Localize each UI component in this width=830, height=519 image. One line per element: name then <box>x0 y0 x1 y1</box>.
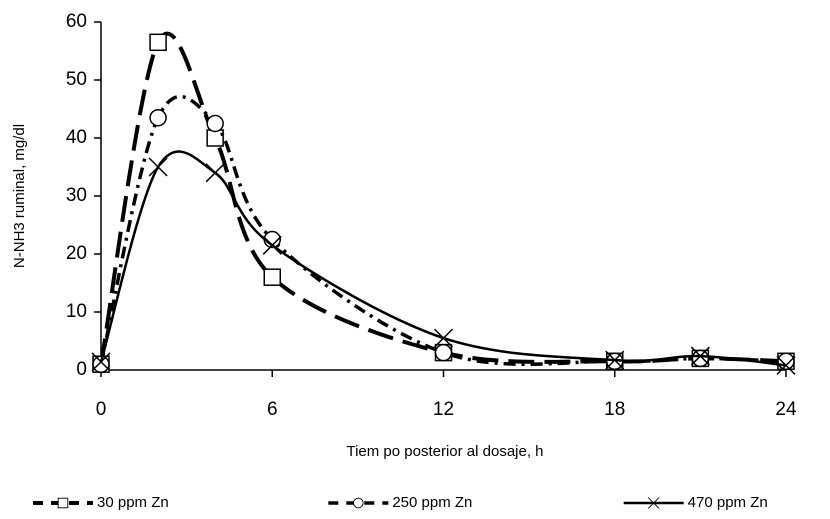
y-tick-label: 20 <box>66 243 87 264</box>
marker <box>263 268 281 286</box>
marker <box>777 352 795 371</box>
y-tick-label: 60 <box>66 11 87 32</box>
x-tick-label: 0 <box>96 399 107 420</box>
marker <box>691 349 710 368</box>
marker <box>205 163 225 183</box>
y-tick-label: 50 <box>66 69 87 90</box>
marker <box>776 355 796 375</box>
x-tick-label: 24 <box>775 399 797 420</box>
marker <box>433 328 454 348</box>
y-tick-label: 0 <box>76 359 87 380</box>
marker <box>149 108 167 127</box>
y-tick-label: 40 <box>66 127 87 148</box>
marker <box>690 346 710 366</box>
y-tick-label: 30 <box>66 185 87 206</box>
y-axis-label: N-NH3 ruminal, mg/dl <box>11 124 28 268</box>
marker <box>206 129 224 147</box>
x-tick-label: 12 <box>433 399 454 420</box>
legend-marker <box>57 497 69 509</box>
x-axis-label: Tiem po posterior al dosaje, h <box>346 443 543 460</box>
legend-label: 250 ppm Zn <box>392 494 472 511</box>
marker <box>262 235 282 255</box>
legend-marker <box>353 497 364 509</box>
series-line <box>99 31 787 365</box>
series-line <box>99 150 787 367</box>
x-tick-label: 18 <box>604 399 625 420</box>
marker <box>206 114 224 133</box>
y-tick-label: 10 <box>66 301 87 322</box>
marker <box>91 352 111 372</box>
legend-label: 470 ppm Zn <box>688 494 768 511</box>
marker <box>148 157 168 177</box>
marker <box>605 350 625 370</box>
marker <box>434 343 453 362</box>
marker <box>149 33 167 52</box>
legend-label: 30 ppm Zn <box>97 494 169 511</box>
marker <box>92 355 110 373</box>
legend-marker <box>647 497 660 509</box>
series-line <box>99 94 787 366</box>
x-tick-label: 6 <box>267 399 278 420</box>
